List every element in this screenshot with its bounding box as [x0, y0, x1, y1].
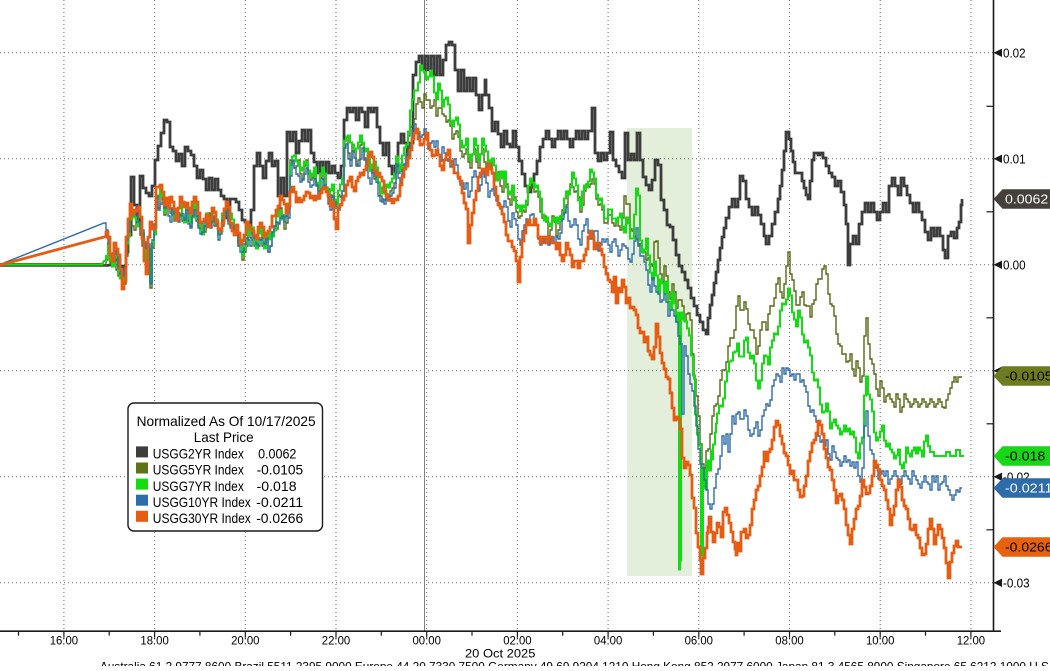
svg-text:Australia 61 2 9777 8600 Brazi: Australia 61 2 9777 8600 Brazil 5511 239… — [100, 660, 1050, 667]
svg-text:0.02: 0.02 — [1003, 46, 1026, 60]
svg-text:USGG30YR Index: USGG30YR Index — [153, 510, 251, 526]
svg-text:02:00: 02:00 — [503, 634, 532, 648]
svg-text:20:00: 20:00 — [231, 634, 260, 648]
svg-text:-0.0105: -0.0105 — [1005, 369, 1050, 384]
svg-text:18:00: 18:00 — [140, 634, 169, 648]
svg-text:-0.0211: -0.0211 — [256, 494, 303, 510]
svg-text:20 Oct 2025: 20 Oct 2025 — [465, 647, 536, 661]
svg-text:-0.0105: -0.0105 — [257, 462, 304, 478]
svg-text:0.00: 0.00 — [1003, 258, 1026, 272]
svg-text:Normalized As Of 10/17/2025: Normalized As Of 10/17/2025 — [137, 413, 316, 429]
svg-text:22:00: 22:00 — [322, 634, 351, 648]
svg-text:Last Price: Last Price — [194, 429, 254, 445]
svg-text:0.0062: 0.0062 — [258, 446, 296, 462]
svg-text:USGG2YR Index: USGG2YR Index — [153, 446, 244, 462]
svg-text:08:00: 08:00 — [775, 634, 804, 648]
svg-text:-0.0211: -0.0211 — [1005, 481, 1050, 496]
svg-text:USGG10YR Index: USGG10YR Index — [153, 494, 251, 510]
svg-text:-0.0266: -0.0266 — [256, 510, 303, 526]
svg-text:-0.03: -0.03 — [1003, 576, 1030, 590]
svg-text:10:00: 10:00 — [866, 634, 895, 648]
svg-text:04:00: 04:00 — [594, 634, 623, 648]
svg-text:06:00: 06:00 — [685, 634, 714, 648]
svg-text:-0.018: -0.018 — [257, 478, 297, 494]
svg-text:-0.0266: -0.0266 — [1005, 540, 1050, 555]
svg-text:16:00: 16:00 — [50, 634, 79, 648]
svg-text:USGG7YR Index: USGG7YR Index — [153, 478, 244, 494]
svg-text:USGG5YR Index: USGG5YR Index — [153, 462, 244, 478]
svg-text:0.0062: 0.0062 — [1005, 192, 1048, 207]
svg-text:-0.018: -0.018 — [1005, 449, 1045, 464]
svg-text:0.01: 0.01 — [1003, 152, 1026, 166]
svg-text:12:00: 12:00 — [957, 634, 986, 648]
svg-text:00:00: 00:00 — [413, 634, 442, 648]
